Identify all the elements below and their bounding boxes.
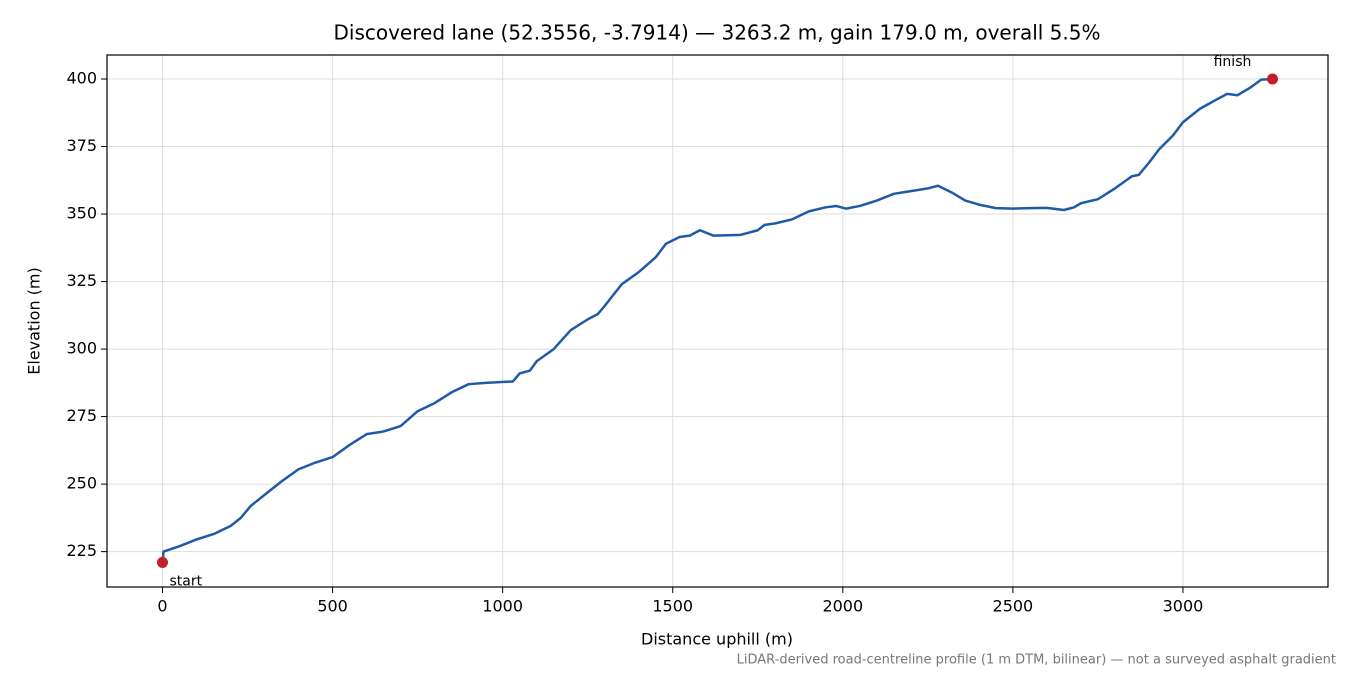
endpoint-label: start — [170, 573, 203, 589]
y-tick-label: 325 — [66, 271, 97, 290]
x-tick-label: 1000 — [482, 597, 523, 616]
endpoint-marker — [1266, 73, 1278, 85]
y-tick-label: 275 — [66, 406, 97, 425]
y-tick-label: 400 — [66, 69, 97, 88]
y-axis-label: Elevation (m) — [25, 267, 44, 374]
endpoint-label: finish — [1214, 54, 1252, 70]
y-tick-label: 225 — [66, 541, 97, 560]
x-tick-label: 500 — [317, 597, 348, 616]
x-tick-label: 2000 — [822, 597, 863, 616]
y-tick-label: 350 — [66, 204, 97, 223]
x-tick-label: 0 — [157, 597, 167, 616]
elevation-line — [161, 77, 1273, 563]
y-tick-label: 250 — [66, 474, 97, 493]
x-axis-label: Distance uphill (m) — [641, 630, 793, 649]
footnote: LiDAR-derived road-centreline profile (1… — [737, 653, 1336, 668]
x-tick-label: 3000 — [1163, 597, 1204, 616]
chart-title: Discovered lane (52.3556, -3.7914) — 326… — [333, 21, 1100, 45]
endpoint-marker — [157, 556, 169, 568]
plot-frame — [106, 54, 1329, 588]
y-tick-label: 375 — [66, 136, 97, 155]
x-tick-label: 1500 — [652, 597, 693, 616]
x-tick-label: 2500 — [993, 597, 1034, 616]
y-tick-label: 300 — [66, 339, 97, 358]
